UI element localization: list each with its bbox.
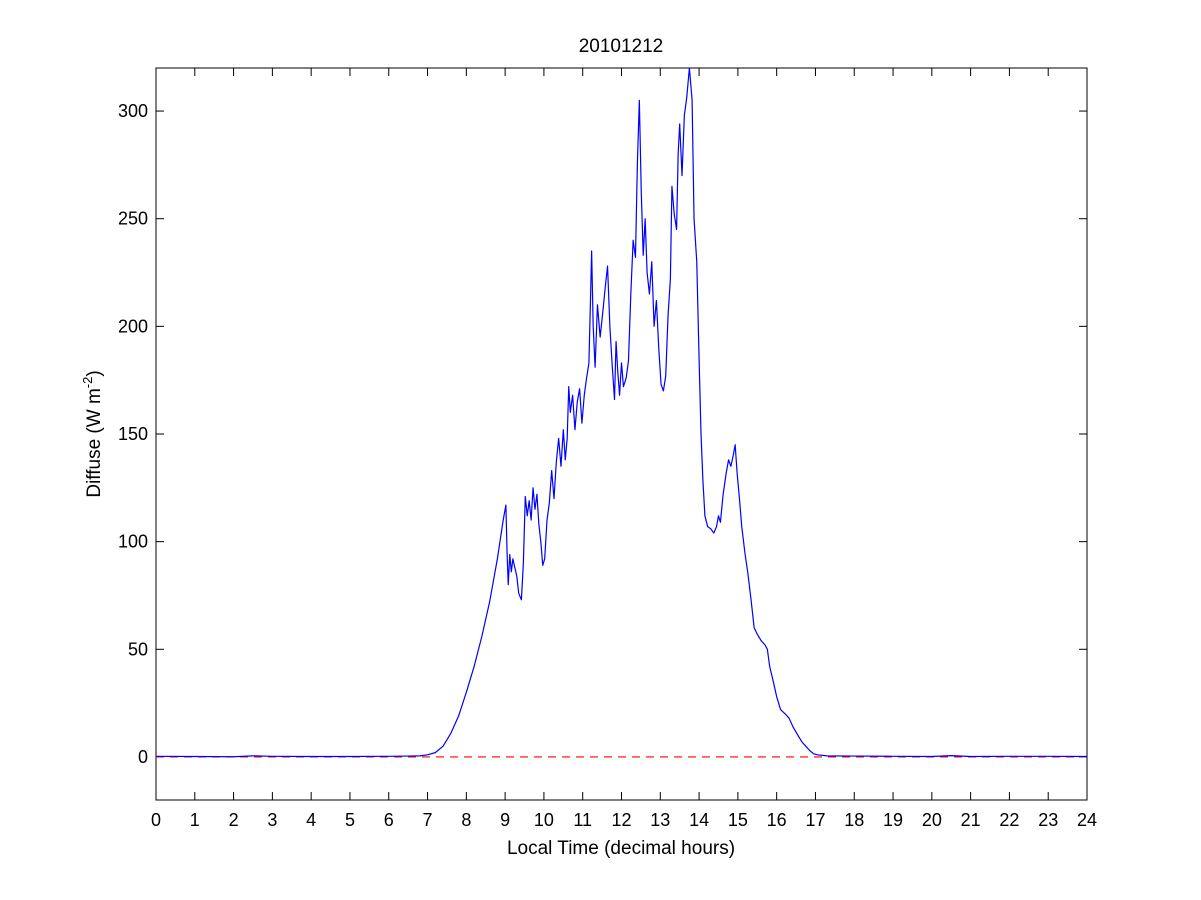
x-tick-label: 1 <box>190 810 200 830</box>
x-tick-label: 22 <box>999 810 1019 830</box>
y-tick-label: 0 <box>138 747 148 767</box>
series-line <box>155 67 1088 758</box>
chart-title: 20101212 <box>579 36 664 57</box>
x-tick-label: 11 <box>573 810 592 830</box>
y-axis-label-base: Diffuse (W m <box>84 388 105 497</box>
y-tick-label: 100 <box>118 532 148 552</box>
x-tick-label: 0 <box>151 810 161 830</box>
plot-frame <box>155 67 1088 801</box>
x-tick-label: 12 <box>611 810 631 830</box>
x-tick-label: 23 <box>1038 810 1058 830</box>
x-tick-label: 15 <box>728 810 748 830</box>
y-tick-label: 300 <box>118 101 148 121</box>
x-tick-label: 4 <box>306 810 316 830</box>
x-tick-label: 18 <box>844 810 864 830</box>
x-tick-label: 20 <box>922 810 942 830</box>
x-tick-label: 21 <box>961 810 981 830</box>
plot-area <box>155 67 1088 801</box>
x-tick-label: 13 <box>650 810 670 830</box>
x-tick-label: 17 <box>805 810 825 830</box>
x-tick-label: 3 <box>267 810 277 830</box>
x-tick-label: 6 <box>384 810 394 830</box>
x-axis-label: Local Time (decimal hours) <box>507 838 735 859</box>
y-axis-label-suffix: ) <box>84 370 105 376</box>
x-tick-label: 8 <box>461 810 471 830</box>
x-tick-label: 5 <box>345 810 355 830</box>
y-axis: 0 50 100 150 200 250 300 <box>118 101 1087 767</box>
x-tick-label: 24 <box>1077 810 1097 830</box>
x-tick-label: 14 <box>689 810 709 830</box>
y-tick-label: 200 <box>118 316 148 336</box>
x-tick-label: 19 <box>883 810 903 830</box>
x-tick-label: 10 <box>534 810 554 830</box>
x-tick-label: 7 <box>423 810 433 830</box>
y-tick-label: 50 <box>128 639 148 659</box>
y-tick-label: 250 <box>118 209 148 229</box>
y-tick-label: 150 <box>118 424 148 444</box>
y-axis-label: Diffuse (W m-2) <box>80 370 105 497</box>
x-tick-label: 2 <box>229 810 239 830</box>
x-axis: 0 1 2 3 4 5 6 7 8 9 10 11 12 13 14 15 16 17 18 19 20 21 22 23 24 <box>151 68 1097 830</box>
x-tick-label: 9 <box>500 810 510 830</box>
y-axis-label-superscript: -2 <box>80 377 95 389</box>
x-tick-label: 16 <box>767 810 787 830</box>
